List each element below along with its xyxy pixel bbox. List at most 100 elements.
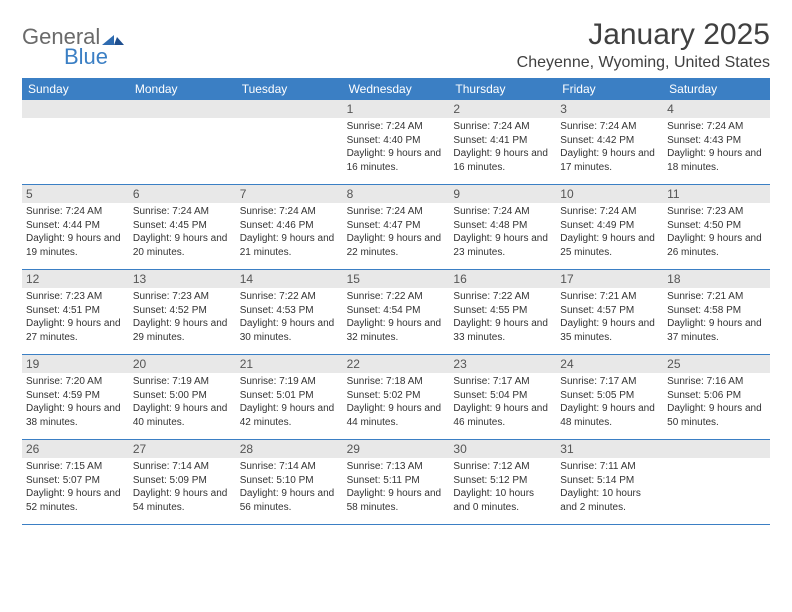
sunset-text: Sunset: 4:52 PM bbox=[133, 304, 232, 318]
week-row: 1 Sunrise: 7:24 AMSunset: 4:40 PMDaylight… bbox=[22, 100, 770, 185]
sunset-text: Sunset: 4:50 PM bbox=[667, 219, 766, 233]
day-cell bbox=[236, 100, 343, 184]
sunset-text: Sunset: 4:54 PM bbox=[347, 304, 446, 318]
sunset-text: Sunset: 5:05 PM bbox=[560, 389, 659, 403]
day-header-mon: Monday bbox=[129, 78, 236, 100]
sunrise-text: Sunrise: 7:22 AM bbox=[240, 290, 339, 304]
sunrise-text: Sunrise: 7:23 AM bbox=[133, 290, 232, 304]
day-cell: 2Sunrise: 7:24 AMSunset: 4:41 PMDaylight… bbox=[449, 100, 556, 184]
day-number: 7 bbox=[236, 185, 343, 203]
day-number: 22 bbox=[343, 355, 450, 373]
sunset-text: Sunset: 4:46 PM bbox=[240, 219, 339, 233]
weeks-container: 1 Sunrise: 7:24 AMSunset: 4:40 PMDaylight… bbox=[22, 100, 770, 525]
day-number bbox=[129, 100, 236, 118]
day-number: 9 bbox=[449, 185, 556, 203]
sunset-text: Sunset: 4:58 PM bbox=[667, 304, 766, 318]
daylight-text: Daylight: 9 hours and 16 minutes. bbox=[347, 147, 446, 174]
day-info: Sunrise: 7:18 AMSunset: 5:02 PMDaylight:… bbox=[347, 375, 446, 429]
day-number: 4 bbox=[663, 100, 770, 118]
sunset-text: Sunset: 4:59 PM bbox=[26, 389, 125, 403]
day-cell: 1 Sunrise: 7:24 AMSunset: 4:40 PMDaylight… bbox=[343, 100, 450, 184]
sunrise-text: Sunrise: 7:11 AM bbox=[560, 460, 659, 474]
day-cell: 13Sunrise: 7:23 AMSunset: 4:52 PMDayligh… bbox=[129, 270, 236, 354]
calendar-grid: Sunday Monday Tuesday Wednesday Thursday… bbox=[22, 78, 770, 525]
day-header-sun: Sunday bbox=[22, 78, 129, 100]
sunrise-text: Sunrise: 7:22 AM bbox=[347, 290, 446, 304]
daylight-text: Daylight: 9 hours and 38 minutes. bbox=[26, 402, 125, 429]
day-header-row: Sunday Monday Tuesday Wednesday Thursday… bbox=[22, 78, 770, 100]
day-number: 19 bbox=[22, 355, 129, 373]
sunset-text: Sunset: 5:01 PM bbox=[240, 389, 339, 403]
day-number: 1 bbox=[343, 100, 450, 118]
day-cell: 16Sunrise: 7:22 AMSunset: 4:55 PMDayligh… bbox=[449, 270, 556, 354]
day-cell: 4 Sunrise: 7:24 AMSunset: 4:43 PMDaylight… bbox=[663, 100, 770, 184]
day-cell bbox=[22, 100, 129, 184]
sunset-text: Sunset: 5:12 PM bbox=[453, 474, 552, 488]
sunset-text: Sunset: 4:41 PM bbox=[453, 134, 552, 148]
sunrise-text: Sunrise: 7:17 AM bbox=[453, 375, 552, 389]
day-info: Sunrise: 7:24 AMSunset: 4:40 PMDaylight:… bbox=[347, 120, 446, 174]
day-cell: 9 Sunrise: 7:24 AMSunset: 4:48 PMDaylight… bbox=[449, 185, 556, 269]
day-number: 13 bbox=[129, 270, 236, 288]
day-info: Sunrise: 7:13 AMSunset: 5:11 PMDaylight:… bbox=[347, 460, 446, 514]
day-info: Sunrise: 7:24 AMSunset: 4:42 PMDaylight:… bbox=[560, 120, 659, 174]
day-number: 20 bbox=[129, 355, 236, 373]
daylight-text: Daylight: 9 hours and 54 minutes. bbox=[133, 487, 232, 514]
day-number: 30 bbox=[449, 440, 556, 458]
day-number: 18 bbox=[663, 270, 770, 288]
daylight-text: Daylight: 9 hours and 48 minutes. bbox=[560, 402, 659, 429]
daylight-text: Daylight: 9 hours and 46 minutes. bbox=[453, 402, 552, 429]
daylight-text: Daylight: 9 hours and 16 minutes. bbox=[453, 147, 552, 174]
day-info: Sunrise: 7:22 AMSunset: 4:54 PMDaylight:… bbox=[347, 290, 446, 344]
daylight-text: Daylight: 9 hours and 33 minutes. bbox=[453, 317, 552, 344]
header: GeneralBlue January 2025 Cheyenne, Wyomi… bbox=[22, 18, 770, 72]
day-cell: 5Sunrise: 7:24 AMSunset: 4:44 PMDaylight… bbox=[22, 185, 129, 269]
sunset-text: Sunset: 4:42 PM bbox=[560, 134, 659, 148]
sunset-text: Sunset: 5:09 PM bbox=[133, 474, 232, 488]
day-info: Sunrise: 7:24 AMSunset: 4:44 PMDaylight:… bbox=[26, 205, 125, 259]
day-cell: 24Sunrise: 7:17 AMSunset: 5:05 PMDayligh… bbox=[556, 355, 663, 439]
daylight-text: Daylight: 9 hours and 22 minutes. bbox=[347, 232, 446, 259]
day-header-sat: Saturday bbox=[663, 78, 770, 100]
day-cell: 21Sunrise: 7:19 AMSunset: 5:01 PMDayligh… bbox=[236, 355, 343, 439]
day-info: Sunrise: 7:24 AMSunset: 4:48 PMDaylight:… bbox=[453, 205, 552, 259]
sunrise-text: Sunrise: 7:22 AM bbox=[453, 290, 552, 304]
day-info: Sunrise: 7:14 AMSunset: 5:09 PMDaylight:… bbox=[133, 460, 232, 514]
day-info: Sunrise: 7:17 AMSunset: 5:04 PMDaylight:… bbox=[453, 375, 552, 429]
sunset-text: Sunset: 4:43 PM bbox=[667, 134, 766, 148]
day-info: Sunrise: 7:23 AMSunset: 4:50 PMDaylight:… bbox=[667, 205, 766, 259]
sunrise-text: Sunrise: 7:24 AM bbox=[560, 120, 659, 134]
day-number: 10 bbox=[556, 185, 663, 203]
day-info: Sunrise: 7:19 AMSunset: 5:00 PMDaylight:… bbox=[133, 375, 232, 429]
day-cell: 3Sunrise: 7:24 AMSunset: 4:42 PMDaylight… bbox=[556, 100, 663, 184]
day-info: Sunrise: 7:24 AMSunset: 4:47 PMDaylight:… bbox=[347, 205, 446, 259]
day-info: Sunrise: 7:23 AMSunset: 4:51 PMDaylight:… bbox=[26, 290, 125, 344]
day-info: Sunrise: 7:24 AMSunset: 4:43 PMDaylight:… bbox=[667, 120, 766, 174]
sunrise-text: Sunrise: 7:23 AM bbox=[667, 205, 766, 219]
day-number: 14 bbox=[236, 270, 343, 288]
day-cell: 31Sunrise: 7:11 AMSunset: 5:14 PMDayligh… bbox=[556, 440, 663, 524]
day-info: Sunrise: 7:16 AMSunset: 5:06 PMDaylight:… bbox=[667, 375, 766, 429]
week-row: 19Sunrise: 7:20 AMSunset: 4:59 PMDayligh… bbox=[22, 355, 770, 440]
daylight-text: Daylight: 9 hours and 21 minutes. bbox=[240, 232, 339, 259]
sunrise-text: Sunrise: 7:15 AM bbox=[26, 460, 125, 474]
daylight-text: Daylight: 9 hours and 25 minutes. bbox=[560, 232, 659, 259]
day-info: Sunrise: 7:24 AMSunset: 4:49 PMDaylight:… bbox=[560, 205, 659, 259]
day-header-wed: Wednesday bbox=[343, 78, 450, 100]
day-cell: 27Sunrise: 7:14 AMSunset: 5:09 PMDayligh… bbox=[129, 440, 236, 524]
sunrise-text: Sunrise: 7:24 AM bbox=[240, 205, 339, 219]
daylight-text: Daylight: 9 hours and 26 minutes. bbox=[667, 232, 766, 259]
day-cell: 20 Sunrise: 7:19 AMSunset: 5:00 PMDayligh… bbox=[129, 355, 236, 439]
sunrise-text: Sunrise: 7:24 AM bbox=[133, 205, 232, 219]
day-info: Sunrise: 7:19 AMSunset: 5:01 PMDaylight:… bbox=[240, 375, 339, 429]
sunset-text: Sunset: 5:00 PM bbox=[133, 389, 232, 403]
day-header-tue: Tuesday bbox=[236, 78, 343, 100]
day-cell: 18Sunrise: 7:21 AMSunset: 4:58 PMDayligh… bbox=[663, 270, 770, 354]
sunrise-text: Sunrise: 7:24 AM bbox=[667, 120, 766, 134]
day-info: Sunrise: 7:12 AMSunset: 5:12 PMDaylight:… bbox=[453, 460, 552, 514]
day-number: 28 bbox=[236, 440, 343, 458]
day-info: Sunrise: 7:24 AMSunset: 4:46 PMDaylight:… bbox=[240, 205, 339, 259]
day-cell: 17Sunrise: 7:21 AMSunset: 4:57 PMDayligh… bbox=[556, 270, 663, 354]
day-info: Sunrise: 7:11 AMSunset: 5:14 PMDaylight:… bbox=[560, 460, 659, 514]
day-header-thu: Thursday bbox=[449, 78, 556, 100]
